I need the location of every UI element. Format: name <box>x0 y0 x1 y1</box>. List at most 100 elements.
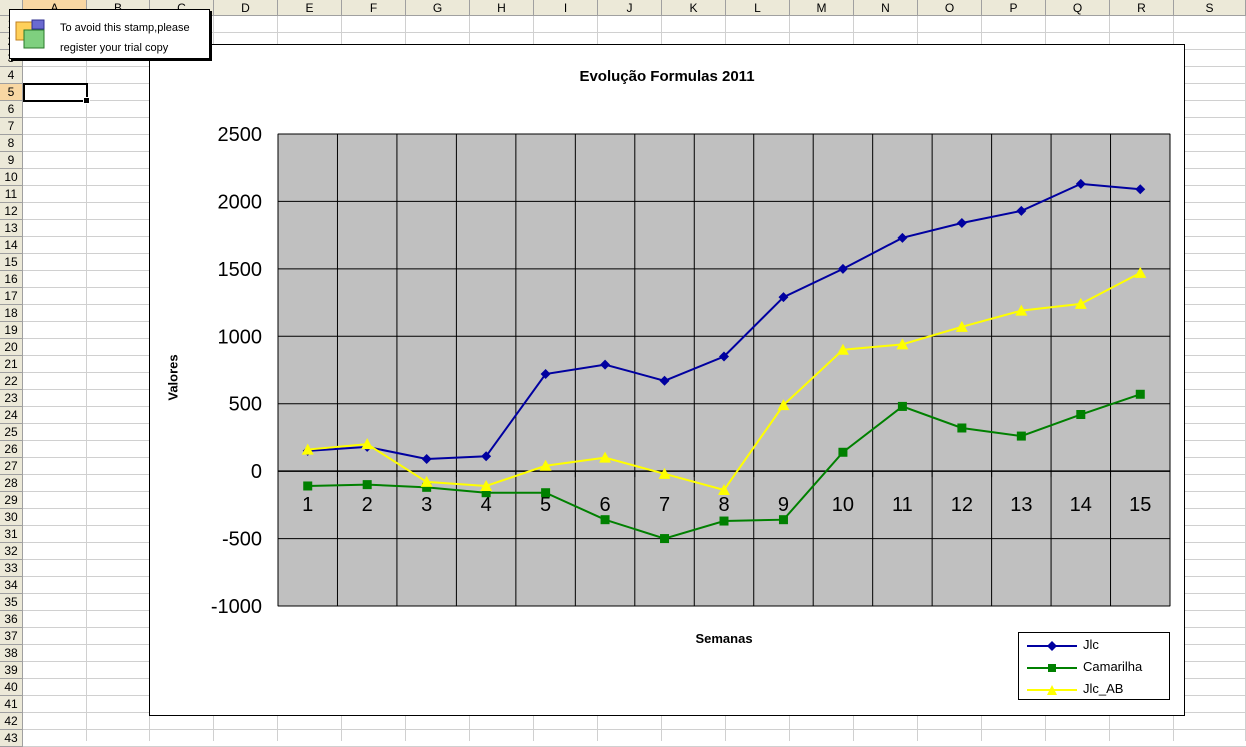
row-header-41[interactable]: 41 <box>0 696 23 713</box>
stamp-logo-icon <box>15 19 45 49</box>
row-header-22[interactable]: 22 <box>0 373 23 390</box>
data-point-jlc-ab <box>1074 297 1087 309</box>
column-header-d[interactable]: D <box>214 0 278 16</box>
x-tick-label: 2 <box>362 494 373 516</box>
column-header-h[interactable]: H <box>470 0 534 16</box>
data-point-jlc-ab <box>361 438 374 450</box>
data-point-jlc-ab <box>955 320 968 332</box>
row-header-18[interactable]: 18 <box>0 305 23 322</box>
stamp-line-1: To avoid this stamp,please <box>60 22 190 34</box>
legend-item-jlc: Jlc <box>1027 635 1167 655</box>
column-header-k[interactable]: K <box>662 0 726 16</box>
fill-handle[interactable] <box>83 97 90 104</box>
y-tick-label: 500 <box>229 394 262 416</box>
row-header-24[interactable]: 24 <box>0 407 23 424</box>
column-header-i[interactable]: I <box>534 0 598 16</box>
row-header-7[interactable]: 7 <box>0 118 23 135</box>
row-header-40[interactable]: 40 <box>0 679 23 696</box>
row-header-4[interactable]: 4 <box>0 67 23 84</box>
row-header-17[interactable]: 17 <box>0 288 23 305</box>
x-tick-label: 15 <box>1129 494 1151 516</box>
data-point-camarilha <box>838 447 848 457</box>
column-header-e[interactable]: E <box>278 0 342 16</box>
x-tick-label: 3 <box>421 494 432 516</box>
row-header-36[interactable]: 36 <box>0 611 23 628</box>
data-point-jlc-ab <box>718 484 730 496</box>
row-header-11[interactable]: 11 <box>0 186 23 203</box>
x-tick-label: 13 <box>1010 494 1032 516</box>
y-tick-label: 1000 <box>218 326 263 348</box>
row-header-31[interactable]: 31 <box>0 526 23 543</box>
row-header-13[interactable]: 13 <box>0 220 23 237</box>
column-header-q[interactable]: Q <box>1046 0 1110 16</box>
data-point-jlc-ab <box>1015 304 1028 316</box>
data-point-camarilha <box>422 482 432 492</box>
chart-title: Evolução Formulas 2011 <box>579 68 755 85</box>
row-header-19[interactable]: 19 <box>0 322 23 339</box>
row-header-35[interactable]: 35 <box>0 594 23 611</box>
data-point-camarilha <box>778 515 788 525</box>
row-header-26[interactable]: 26 <box>0 441 23 458</box>
row-header-27[interactable]: 27 <box>0 458 23 475</box>
data-point-camarilha <box>897 401 907 411</box>
data-point-camarilha <box>1135 389 1145 399</box>
row-header-23[interactable]: 23 <box>0 390 23 407</box>
y-tick-label: 1500 <box>218 259 263 281</box>
column-header-p[interactable]: P <box>982 0 1046 16</box>
row-header-6[interactable]: 6 <box>0 101 23 118</box>
gridline <box>23 32 1246 33</box>
row-header-25[interactable]: 25 <box>0 424 23 441</box>
triangle-marker-icon <box>1047 685 1057 695</box>
column-header-r[interactable]: R <box>1110 0 1174 16</box>
x-tick-label: 14 <box>1070 494 1092 516</box>
active-cell-a5[interactable] <box>23 83 90 104</box>
legend-item-jlc-ab: Jlc_AB <box>1027 679 1167 699</box>
row-header-8[interactable]: 8 <box>0 135 23 152</box>
row-header-37[interactable]: 37 <box>0 628 23 645</box>
x-tick-label: 11 <box>892 494 913 516</box>
data-point-camarilha <box>600 515 610 525</box>
row-header-12[interactable]: 12 <box>0 203 23 220</box>
row-header-33[interactable]: 33 <box>0 560 23 577</box>
row-header-20[interactable]: 20 <box>0 339 23 356</box>
column-header-l[interactable]: L <box>726 0 790 16</box>
column-header-m[interactable]: M <box>790 0 854 16</box>
data-point-jlc <box>481 451 492 462</box>
gridline <box>23 729 1246 730</box>
data-point-jlc <box>1135 184 1146 195</box>
x-tick-label: 9 <box>778 494 789 516</box>
row-header-29[interactable]: 29 <box>0 492 23 509</box>
row-header-9[interactable]: 9 <box>0 152 23 169</box>
column-header-n[interactable]: N <box>854 0 918 16</box>
trial-stamp[interactable]: To avoid this stamp,please register your… <box>9 9 210 59</box>
column-header-j[interactable]: J <box>598 0 662 16</box>
column-header-o[interactable]: O <box>918 0 982 16</box>
data-point-jlc-ab <box>896 338 909 350</box>
row-header-38[interactable]: 38 <box>0 645 23 662</box>
column-header-f[interactable]: F <box>342 0 406 16</box>
row-header-32[interactable]: 32 <box>0 543 23 560</box>
row-header-10[interactable]: 10 <box>0 169 23 186</box>
row-header-30[interactable]: 30 <box>0 509 23 526</box>
row-header-5[interactable]: 5 <box>0 84 23 101</box>
stamp-message: To avoid this stamp,please register your… <box>60 18 190 58</box>
legend-item-camarilha: Camarilha <box>1027 657 1167 677</box>
data-point-jlc <box>956 218 967 229</box>
x-tick-label: 10 <box>832 494 854 516</box>
data-point-jlc <box>778 292 789 303</box>
row-header-34[interactable]: 34 <box>0 577 23 594</box>
row-header-42[interactable]: 42 <box>0 713 23 730</box>
chart-legend[interactable]: Jlc Camarilha Jlc_AB <box>1018 632 1170 700</box>
row-header-39[interactable]: 39 <box>0 662 23 679</box>
row-header-28[interactable]: 28 <box>0 475 23 492</box>
data-point-camarilha <box>1016 431 1026 441</box>
row-header-15[interactable]: 15 <box>0 254 23 271</box>
row-header-14[interactable]: 14 <box>0 237 23 254</box>
column-header-g[interactable]: G <box>406 0 470 16</box>
data-point-camarilha <box>957 423 967 433</box>
y-tick-label: 0 <box>251 461 262 483</box>
data-point-jlc-ab <box>301 443 314 455</box>
row-header-21[interactable]: 21 <box>0 356 23 373</box>
square-marker-icon <box>1048 664 1056 672</box>
row-header-16[interactable]: 16 <box>0 271 23 288</box>
